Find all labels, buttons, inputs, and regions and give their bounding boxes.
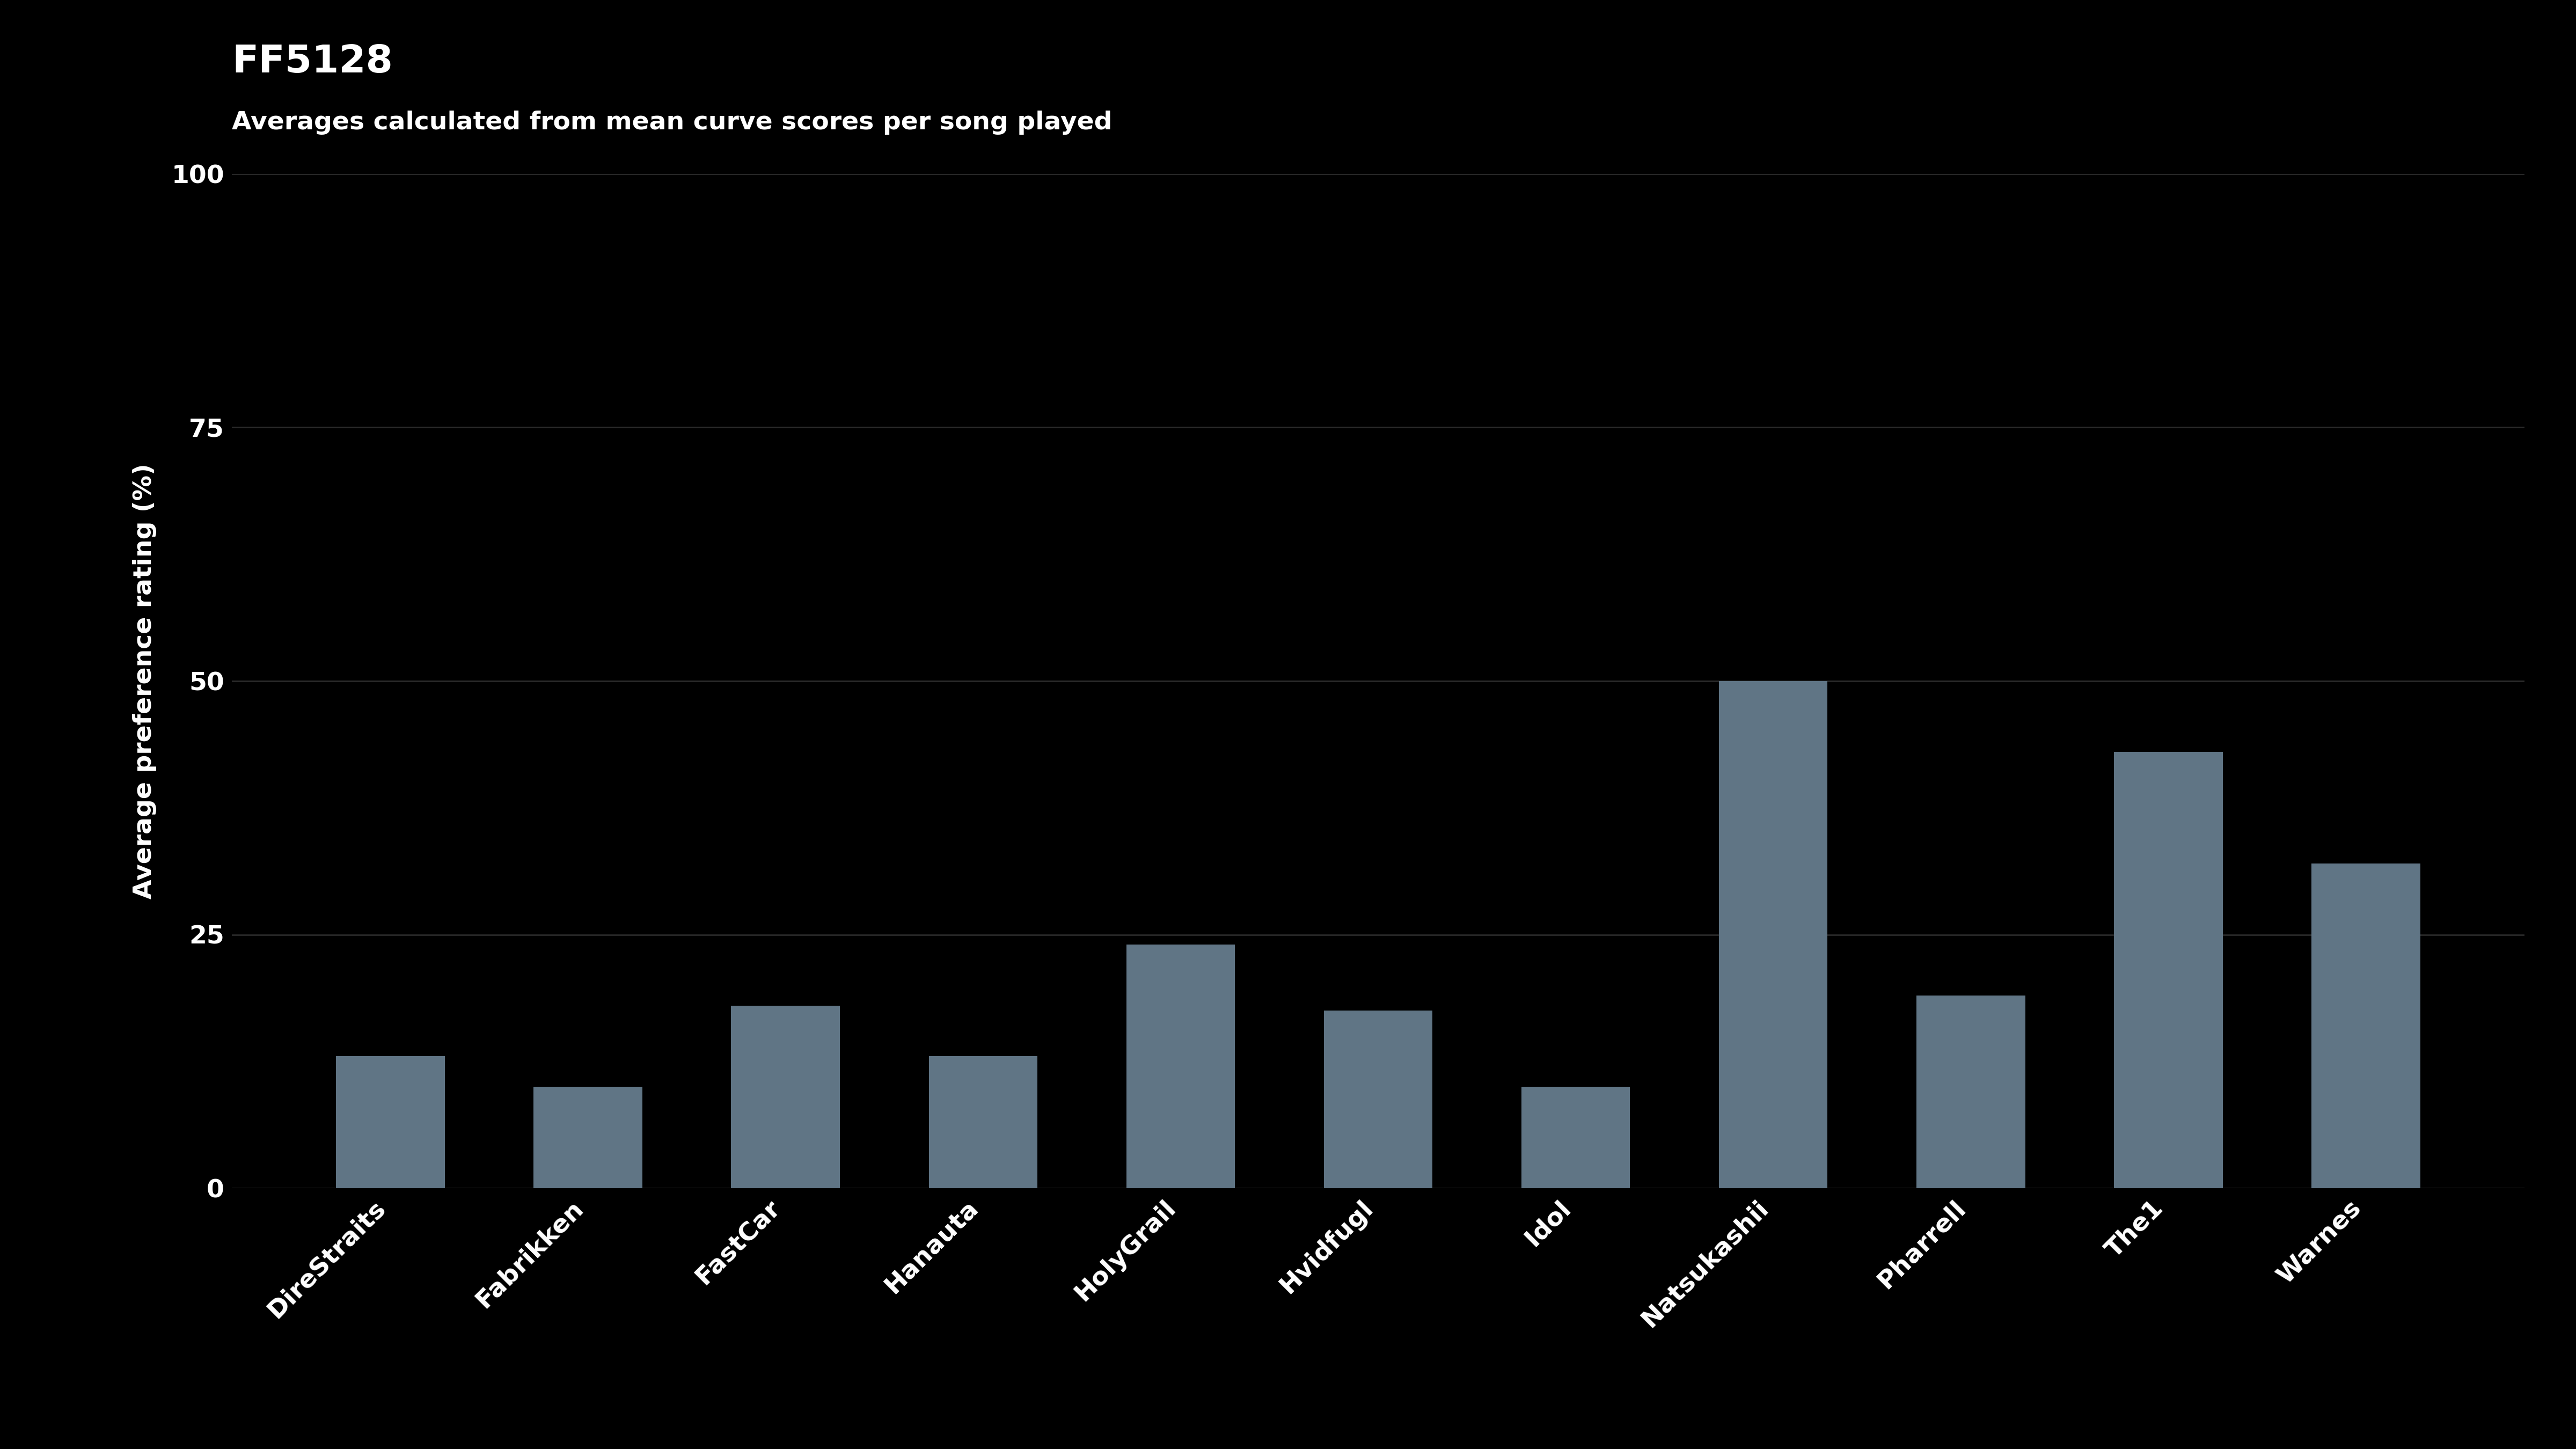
Bar: [1522, 1087, 1631, 1188]
Bar: [533, 1087, 641, 1188]
Bar: [1126, 945, 1234, 1188]
Text: Averages calculated from mean curve scores per song played: Averages calculated from mean curve scor…: [232, 110, 1113, 135]
Bar: [1917, 995, 2025, 1188]
Bar: [1718, 681, 1826, 1188]
Bar: [2311, 864, 2421, 1188]
Bar: [335, 1056, 446, 1188]
Y-axis label: Average preference rating (%): Average preference rating (%): [131, 464, 157, 898]
Bar: [930, 1056, 1038, 1188]
Bar: [1324, 1011, 1432, 1188]
Bar: [2115, 752, 2223, 1188]
Bar: [732, 1006, 840, 1188]
Text: FF5128: FF5128: [232, 43, 392, 81]
